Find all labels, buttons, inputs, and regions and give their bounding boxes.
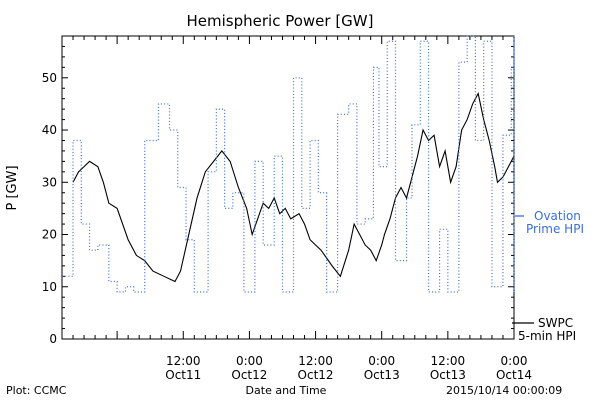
y-tick-label: 50 bbox=[42, 71, 57, 85]
y-tick-label: 40 bbox=[42, 123, 57, 137]
x-tick-label-date: Oct14 bbox=[496, 368, 532, 382]
y-tick-label: 0 bbox=[49, 332, 57, 346]
x-tick-label-date: Oct12 bbox=[298, 368, 334, 382]
plot-area-frame bbox=[61, 35, 515, 340]
chart-title: Hemispheric Power [GW] bbox=[187, 12, 374, 30]
x-tick-label-date: Oct13 bbox=[364, 368, 400, 382]
y-tick-label: 30 bbox=[42, 175, 57, 189]
x-tick-label-time: 12:00 bbox=[166, 354, 201, 368]
x-axis-label: Date and Time bbox=[246, 384, 327, 397]
footer-timestamp: 2015/10/14 00:00:09 bbox=[446, 384, 563, 397]
x-axis: 12:00Oct110:00Oct1212:00Oct120:00Oct1312… bbox=[72, 36, 532, 382]
x-tick-label-time: 0:00 bbox=[368, 354, 395, 368]
x-tick-label-time: 0:00 bbox=[236, 354, 263, 368]
y-axis-label: P [GW] bbox=[5, 165, 20, 210]
y-axis: 0 10 20 30 40 50 bbox=[42, 45, 514, 346]
y-tick-label: 10 bbox=[42, 280, 57, 294]
y-tick-label: 20 bbox=[42, 228, 57, 242]
legend-swpc-label-line2: 5-min HPI bbox=[518, 329, 576, 343]
x-tick-label-time: 12:00 bbox=[298, 354, 333, 368]
legend-ovation-label-line2: Prime HPI bbox=[526, 222, 584, 236]
x-tick-label-time: 12:00 bbox=[431, 354, 466, 368]
x-tick-label-time: 0:00 bbox=[501, 354, 528, 368]
series-swpc-5min-hpi bbox=[72, 91, 515, 283]
series-layer bbox=[62, 35, 515, 293]
x-tick-label-date: Oct13 bbox=[430, 368, 466, 382]
x-tick-label-date: Oct12 bbox=[231, 368, 267, 382]
legend-swpc-label-line1: SWPC bbox=[538, 316, 573, 330]
footer-source: Plot: CCMC bbox=[6, 384, 67, 397]
legend-ovation-label-line1: Ovation bbox=[534, 209, 581, 223]
x-tick-label-date: Oct11 bbox=[165, 368, 201, 382]
series-ovation-prime-hpi bbox=[62, 35, 515, 293]
